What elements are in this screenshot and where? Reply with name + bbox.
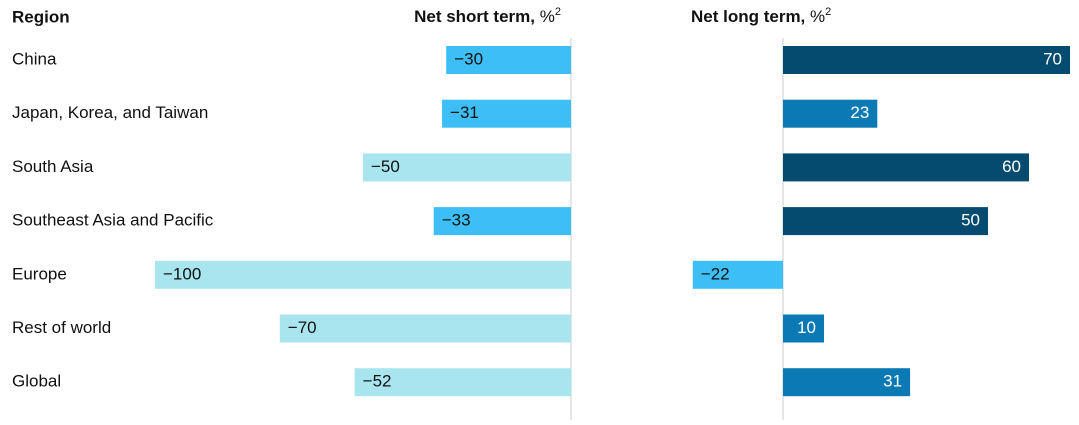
value-label: −22 [701,264,730,283]
bar [783,314,824,343]
panel-title: Net short term, %2 [414,6,561,27]
value-label: −50 [371,157,400,176]
bar [433,207,571,236]
bar [363,153,571,182]
value-label: −52 [363,372,392,391]
bar [783,99,878,128]
unit: % [540,7,555,26]
title: Net long term, [691,7,805,26]
region-label: Europe [12,264,67,283]
bar [692,260,783,289]
footnote: 2 [555,6,561,18]
value-label: 10 [797,318,816,337]
value-label: −30 [454,49,483,68]
bar [783,46,1070,74]
region-label: Rest of world [12,318,111,337]
value-label: −70 [288,318,317,337]
bar [354,368,571,397]
footnote: 2 [825,6,831,18]
value-label: 60 [1002,157,1021,176]
bar [446,46,571,74]
region-label: China [12,49,57,68]
value-label: −100 [163,264,201,283]
bar [783,368,911,397]
value-label: −31 [450,103,479,122]
category-header: Region [12,7,70,26]
region-label: Global [12,372,61,391]
value-label: −33 [442,211,471,230]
region-label: Japan, Korea, and Taiwan [12,103,208,122]
bar [783,153,1029,182]
bar [442,99,571,128]
value-label: 50 [961,211,980,230]
value-label: 31 [883,372,902,391]
region-label: Southeast Asia and Pacific [12,211,214,230]
value-label: 70 [1043,49,1062,68]
bar [279,314,571,343]
bar [155,260,571,289]
panel-title: Net long term, %2 [691,6,831,27]
bar [783,207,988,236]
unit: % [810,7,825,26]
value-label: 23 [850,103,869,122]
title: Net short term, [414,7,535,26]
region-label: South Asia [12,157,94,176]
